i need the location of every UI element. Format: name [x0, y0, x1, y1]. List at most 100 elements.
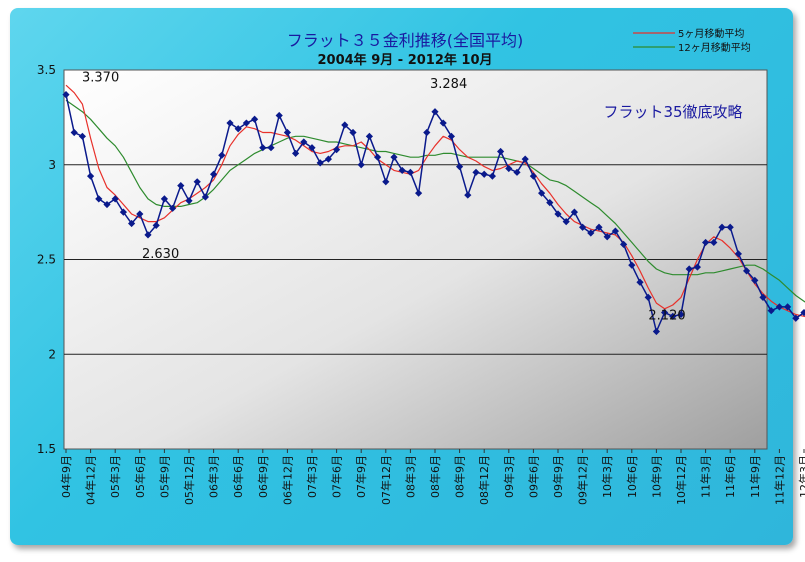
watermark-label: フラット35徹底攻略 [603, 103, 742, 121]
data-point [406, 168, 414, 176]
data-point [415, 189, 423, 197]
legend-label-5month: 5ヶ月移動平均 [678, 27, 744, 40]
data-point [267, 144, 275, 152]
data-point [70, 128, 78, 137]
x-tick-label: 08年6月 [428, 455, 442, 498]
data-point [562, 218, 570, 226]
x-tick-label: 07年3月 [305, 455, 319, 498]
x-tick-label: 08年12月 [477, 455, 491, 505]
x-tick-label: 04年12月 [84, 455, 98, 505]
data-point [160, 195, 168, 203]
data-point [78, 132, 86, 140]
x-tick-label: 09年3月 [502, 455, 516, 498]
data-point [111, 195, 119, 203]
legend: 5ヶ月移動平均 12ヶ月移動平均 [633, 27, 751, 54]
x-tick-label: 04年9月 [59, 455, 73, 498]
data-point [456, 163, 464, 171]
x-tick-label: 11年6月 [723, 455, 737, 498]
x-tick-label: 12年3月 [797, 455, 805, 498]
data-point [488, 172, 496, 180]
data-point [710, 238, 718, 247]
data-point [652, 327, 660, 336]
data-point [538, 189, 546, 197]
data-point [792, 314, 800, 322]
data-point [218, 151, 226, 159]
y-tick-label: 3 [48, 158, 56, 172]
data-point [767, 307, 775, 315]
y-tick-label: 2 [48, 347, 56, 361]
data-point [300, 138, 308, 146]
data-point [439, 119, 447, 127]
data-point [95, 195, 103, 203]
x-tick-label: 10年9月 [649, 455, 663, 498]
data-point [62, 91, 70, 99]
data-point [702, 238, 710, 247]
x-tick-label: 06年6月 [231, 455, 245, 498]
data-point [529, 172, 537, 180]
x-tick-label: 09年6月 [526, 455, 540, 498]
data-point [144, 231, 152, 239]
x-tick-label: 05年6月 [133, 455, 147, 498]
data-point [685, 265, 693, 273]
x-tick-label: 06年12月 [280, 455, 294, 505]
legend-label-12month: 12ヶ月移動平均 [678, 41, 751, 54]
data-point [611, 227, 619, 235]
data-point [193, 178, 201, 186]
data-point [316, 159, 324, 167]
data-point [579, 223, 587, 231]
data-label: 3.284 [430, 77, 467, 92]
chart-subtitle: 2004年 9月 - 2012年 10月 [318, 52, 493, 68]
x-tick-label: 10年6月 [625, 455, 639, 498]
data-point [521, 155, 529, 163]
data-point [333, 145, 341, 154]
x-tick-label: 05年12月 [182, 455, 196, 505]
y-tick-label: 2.5 [37, 253, 56, 267]
data-point [431, 108, 439, 116]
x-tick-label: 05年9月 [157, 455, 171, 498]
data-point [103, 200, 111, 209]
data-point [718, 223, 726, 231]
data-point [242, 119, 250, 127]
x-tick-label: 11年9月 [748, 455, 762, 498]
x-tick-label: 09年12月 [576, 455, 590, 505]
data-label: 2.630 [142, 247, 179, 262]
data-point [275, 111, 283, 120]
data-point [357, 161, 365, 169]
x-tick-label: 08年9月 [453, 455, 467, 498]
data-point [669, 312, 677, 320]
data-point [759, 293, 767, 301]
y-tick-label: 3.5 [37, 63, 56, 77]
data-point [570, 208, 578, 216]
data-point [292, 149, 300, 157]
data-point [234, 125, 242, 133]
data-point [636, 278, 644, 286]
data-point [800, 308, 805, 317]
data-point [390, 153, 398, 161]
data-point [587, 229, 595, 237]
x-tick-label: 07年6月 [330, 455, 344, 498]
data-point [554, 210, 562, 218]
data-point [726, 223, 734, 231]
data-label: 2.120 [648, 309, 685, 324]
data-point [251, 115, 259, 123]
data-point [693, 263, 701, 271]
data-point [734, 250, 742, 258]
data-point [136, 210, 144, 218]
data-point [169, 204, 177, 212]
y-tick-label: 1.5 [37, 442, 56, 456]
data-point [185, 197, 193, 205]
x-tick-label: 10年12月 [674, 455, 688, 505]
data-point [751, 276, 759, 284]
data-point [259, 144, 267, 152]
data-point [743, 267, 751, 275]
data-point [661, 308, 669, 317]
data-point [382, 178, 390, 186]
data-point [595, 223, 603, 231]
data-point [177, 181, 185, 190]
data-label: 3.370 [82, 71, 119, 86]
x-tick-label: 06年3月 [207, 455, 221, 498]
data-point [464, 191, 472, 199]
data-point [308, 144, 316, 152]
data-point [644, 293, 652, 301]
data-point [365, 132, 373, 140]
